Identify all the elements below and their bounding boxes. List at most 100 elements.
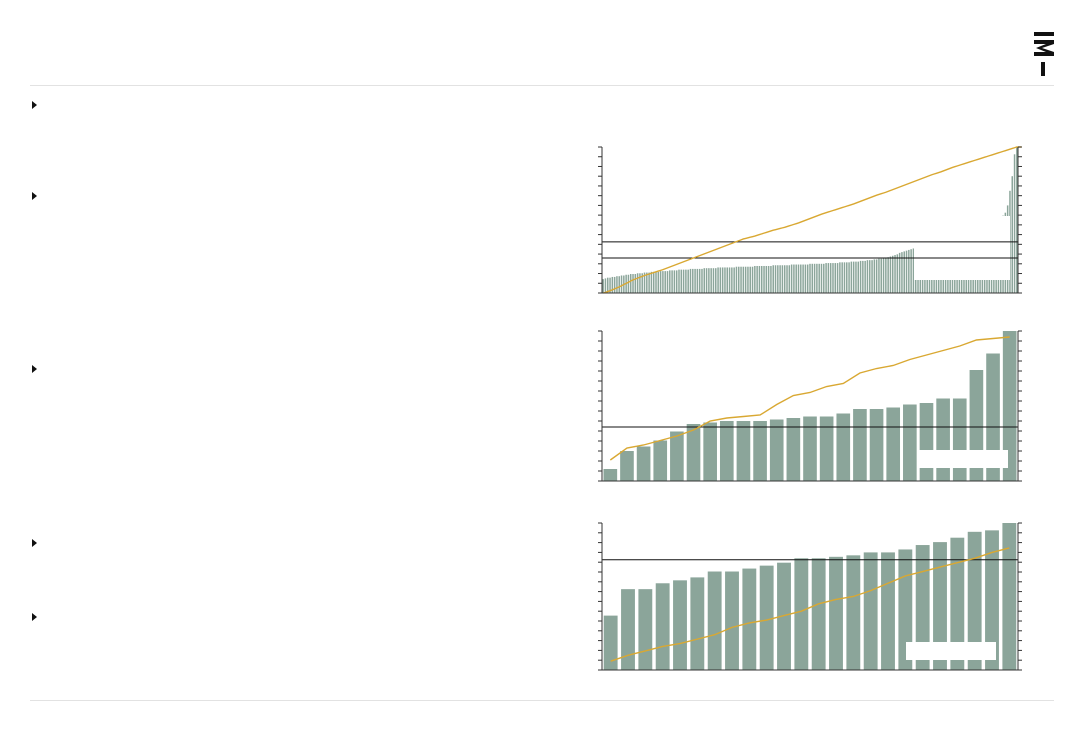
bar [873,259,876,293]
bar [744,266,747,293]
bar [751,266,754,293]
bar [912,248,915,293]
bar [894,255,896,293]
bar [609,277,611,293]
bar [882,257,885,293]
bullet-marker [32,192,37,200]
bar [887,257,889,293]
bar [611,276,614,293]
bar [829,556,843,670]
bar [613,276,616,293]
bar [753,421,767,481]
bar [749,266,751,293]
cumulative-line [602,146,1022,294]
bar [853,409,867,481]
bar [627,274,630,293]
bar [675,270,678,293]
bar [850,261,853,293]
bar [903,404,917,481]
bar [1002,523,1017,670]
bar [781,265,784,293]
bar [869,260,871,293]
bar [878,258,880,293]
bar [1013,154,1016,293]
bar [864,260,866,293]
bar [846,555,861,670]
bar [655,583,670,670]
bar [719,421,734,481]
bar [694,268,696,293]
bar [809,263,811,293]
bar [756,265,758,293]
bar [603,469,618,481]
bar [885,257,887,293]
bar [754,265,756,293]
bar [620,451,634,481]
bar [703,422,717,481]
logo-mark [1034,32,1054,76]
bullet-marker [32,613,37,621]
bar [760,265,763,293]
bar [621,589,635,670]
bar [774,265,777,293]
bar [689,268,692,293]
bar [788,265,791,293]
callout-box [918,450,1008,468]
bar [710,268,712,293]
bar [915,545,930,670]
bar [813,263,816,293]
bar [641,273,643,293]
bar [869,409,884,481]
bullet-marker [32,365,37,373]
bar [636,273,639,293]
bar [836,413,851,481]
bar [936,398,950,481]
bar [721,267,724,293]
bar [875,259,878,293]
bar [985,530,999,670]
bottom-divider [30,700,1054,701]
logo-m-shape [1034,40,1054,56]
bar [620,275,623,293]
logo [1032,28,1058,78]
bar [670,431,684,481]
bar [770,265,772,293]
bar [802,264,804,293]
bar [758,265,761,293]
bar [800,264,802,293]
bar [852,261,855,293]
bar [659,271,662,293]
bar [717,267,719,293]
bar [639,273,641,293]
bar [863,552,878,670]
bar [794,558,809,670]
bar [742,568,757,670]
bar [646,272,648,293]
bar [664,271,666,293]
bar [671,270,673,293]
bar [707,571,722,670]
bar [797,264,800,293]
bar [896,254,899,293]
bar [886,407,901,481]
bar [719,267,722,293]
bar [866,260,869,293]
bar [728,267,731,293]
bar [881,552,895,670]
bar [731,267,733,293]
bar [848,262,850,293]
bar [726,267,728,293]
bar [823,263,825,293]
bar [673,580,687,670]
bar [685,269,687,293]
bar [1011,176,1013,293]
chart-distribution-small [598,522,1022,671]
bar [843,262,846,293]
bar [819,416,834,481]
bar [759,565,774,670]
bar [769,419,784,481]
bar [806,264,809,293]
bar [903,251,905,293]
bar [740,266,742,293]
bar [790,264,793,293]
